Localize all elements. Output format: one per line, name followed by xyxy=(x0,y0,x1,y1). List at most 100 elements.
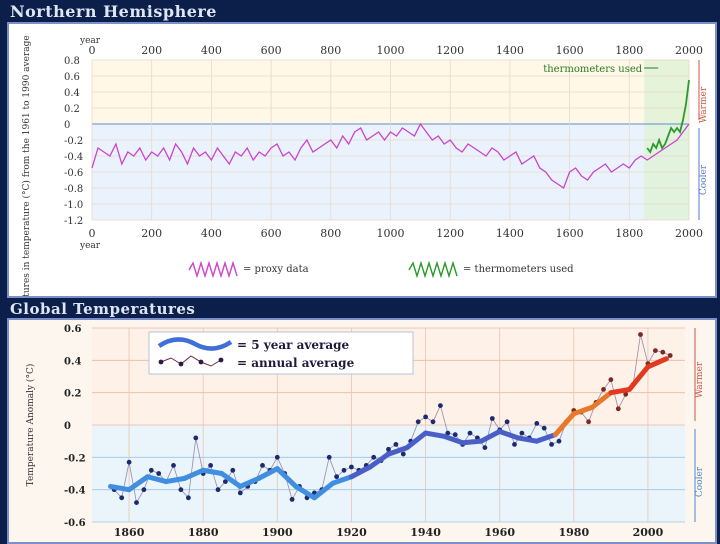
warmer-label: Warmer xyxy=(695,361,705,398)
annual-point xyxy=(134,500,139,505)
five-year-segment xyxy=(552,411,577,438)
five-year-segment xyxy=(589,390,614,410)
five-year-segment xyxy=(108,483,132,493)
annual-point xyxy=(549,442,554,447)
annual-point xyxy=(274,454,280,460)
annual-point xyxy=(601,387,606,392)
gt-panel: Global Temperatures 0.6 0.4 0.2 0 -0.2 -0.4 -0… xyxy=(0,298,720,544)
y-tick-label: -1.2 xyxy=(64,216,83,227)
y-axis-label: Temperature Anomaly (°C) xyxy=(25,364,36,487)
annual-point xyxy=(504,419,510,425)
annual-point xyxy=(341,467,347,473)
annual-point xyxy=(467,430,473,436)
annual-point xyxy=(667,353,673,358)
y-axis-label: Departures in temperature (°C) from the … xyxy=(21,35,32,298)
five-year-segment xyxy=(293,483,317,501)
x-tick-label-bottom: 1800 xyxy=(615,227,643,240)
y-tick-label: 0 xyxy=(64,120,70,131)
five-year-segment xyxy=(478,428,503,444)
annual-point xyxy=(393,442,399,447)
x-tick-label: 1920 xyxy=(336,526,367,539)
annual-point xyxy=(660,349,666,355)
annual-point xyxy=(193,435,199,441)
annual-point xyxy=(623,391,629,397)
five-year-segment xyxy=(423,430,447,439)
y-tick-label: -0.6 xyxy=(64,518,86,529)
x-tick-label-bottom: 1600 xyxy=(556,227,584,240)
annual-point xyxy=(423,414,428,420)
y-tick-label: 0.6 xyxy=(64,72,80,83)
legend-label: = proxy data xyxy=(243,264,309,275)
legend-point xyxy=(198,359,204,365)
x-tick-label-bottom: 800 xyxy=(320,227,341,240)
annual-point xyxy=(289,497,295,502)
annual-point xyxy=(156,471,162,476)
annual-point xyxy=(223,479,228,484)
annual-point xyxy=(386,446,391,452)
annual-point xyxy=(445,430,451,436)
legend-swatch-5yr xyxy=(157,337,233,351)
five-year-segment xyxy=(571,404,595,417)
annual-point xyxy=(430,419,436,425)
x-axis-label-top: year xyxy=(79,36,101,46)
x-tick-label-bottom: 600 xyxy=(261,227,282,240)
x-tick-label: 1860 xyxy=(114,526,145,539)
x-tick-label-top: 1800 xyxy=(615,44,643,57)
y-tick-label: -0.8 xyxy=(64,184,83,195)
y-tick-label: -1.0 xyxy=(64,200,83,211)
annual-point xyxy=(178,487,184,493)
annual-point xyxy=(171,463,176,468)
x-tick-label: 1980 xyxy=(559,526,590,539)
annual-point xyxy=(415,419,421,425)
nh-title: Northern Hemisphere xyxy=(10,2,217,21)
thermometers-annotation: thermometers used xyxy=(543,64,643,75)
annual-point xyxy=(371,454,377,460)
x-tick-label: 1900 xyxy=(262,526,293,539)
x-tick-label-top: 400 xyxy=(201,44,222,57)
five-year-segment xyxy=(348,464,373,480)
legend-label-5yr: = 5 year average xyxy=(237,338,350,352)
annual-point xyxy=(119,495,125,501)
annual-point xyxy=(126,459,132,465)
five-year-segment xyxy=(386,445,410,457)
annual-point xyxy=(482,445,488,450)
x-tick-label-top: 200 xyxy=(141,44,162,57)
annual-point xyxy=(638,332,643,337)
x-tick-label: 1940 xyxy=(410,526,441,539)
cool-zone xyxy=(92,425,685,522)
five-year-segment xyxy=(460,438,484,446)
annual-point xyxy=(452,432,458,438)
five-year-segment xyxy=(311,480,336,501)
x-tick-label-bottom: 1000 xyxy=(377,227,405,240)
x-tick-label-bottom: 200 xyxy=(141,227,162,240)
five-year-segment xyxy=(200,467,225,476)
annual-point xyxy=(230,467,236,473)
five-year-segment xyxy=(182,467,206,481)
legend-swatch-annual xyxy=(160,355,222,367)
y-tick-label: 0.6 xyxy=(64,324,81,335)
legend-swatch xyxy=(408,260,458,279)
legend-swatch xyxy=(188,260,238,279)
x-tick-label: 2000 xyxy=(633,526,664,539)
x-tick-label-top: 1200 xyxy=(436,44,464,57)
cooler-label: Cooler xyxy=(699,164,709,195)
five-year-segment xyxy=(219,471,243,489)
y-tick-label: -0.2 xyxy=(64,453,86,464)
y-tick-label: 0 xyxy=(64,421,71,432)
x-tick-label-bottom: 2000 xyxy=(675,227,703,240)
five-year-segment xyxy=(256,466,280,481)
y-tick-label: 0.4 xyxy=(64,88,80,99)
series-line-thermometers xyxy=(646,79,690,154)
annual-point xyxy=(148,467,154,473)
annual-point xyxy=(141,487,147,493)
annual-point xyxy=(534,421,540,426)
five-year-segment xyxy=(441,433,466,446)
legend-point xyxy=(178,361,184,367)
annual-point xyxy=(608,377,614,383)
annual-point xyxy=(556,438,562,444)
five-year-segment xyxy=(274,466,299,489)
five-year-segment xyxy=(163,475,188,485)
annual-point xyxy=(215,487,221,493)
five-year-segment xyxy=(404,430,429,451)
warmer-label: Warmer xyxy=(699,86,709,123)
